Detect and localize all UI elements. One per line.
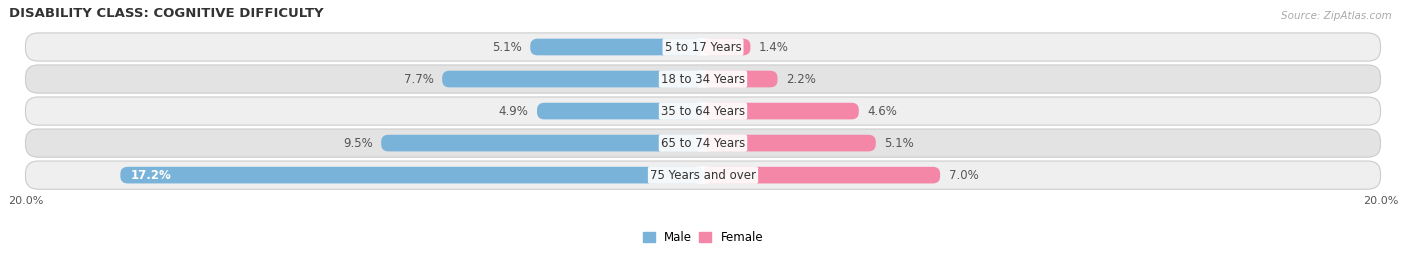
FancyBboxPatch shape <box>25 33 1381 61</box>
Text: 65 to 74 Years: 65 to 74 Years <box>661 137 745 150</box>
FancyBboxPatch shape <box>441 71 703 87</box>
Legend: Male, Female: Male, Female <box>638 227 768 249</box>
FancyBboxPatch shape <box>537 103 703 119</box>
Text: 7.0%: 7.0% <box>949 169 979 182</box>
FancyBboxPatch shape <box>25 97 1381 125</box>
FancyBboxPatch shape <box>25 161 1381 189</box>
FancyBboxPatch shape <box>25 65 1381 93</box>
FancyBboxPatch shape <box>381 135 703 151</box>
Text: 1.4%: 1.4% <box>759 40 789 53</box>
Text: Source: ZipAtlas.com: Source: ZipAtlas.com <box>1281 11 1392 21</box>
FancyBboxPatch shape <box>703 167 941 183</box>
Text: 9.5%: 9.5% <box>343 137 373 150</box>
Text: 18 to 34 Years: 18 to 34 Years <box>661 73 745 86</box>
Text: 4.6%: 4.6% <box>868 104 897 117</box>
FancyBboxPatch shape <box>121 167 703 183</box>
Text: 5.1%: 5.1% <box>884 137 914 150</box>
Text: 17.2%: 17.2% <box>131 169 172 182</box>
Text: 35 to 64 Years: 35 to 64 Years <box>661 104 745 117</box>
FancyBboxPatch shape <box>25 129 1381 157</box>
FancyBboxPatch shape <box>703 39 751 55</box>
Text: DISABILITY CLASS: COGNITIVE DIFFICULTY: DISABILITY CLASS: COGNITIVE DIFFICULTY <box>8 7 323 20</box>
Text: 2.2%: 2.2% <box>786 73 815 86</box>
Text: 5 to 17 Years: 5 to 17 Years <box>665 40 741 53</box>
Text: 4.9%: 4.9% <box>499 104 529 117</box>
Text: 7.7%: 7.7% <box>404 73 433 86</box>
Text: 75 Years and over: 75 Years and over <box>650 169 756 182</box>
Text: 5.1%: 5.1% <box>492 40 522 53</box>
FancyBboxPatch shape <box>703 103 859 119</box>
FancyBboxPatch shape <box>703 71 778 87</box>
FancyBboxPatch shape <box>530 39 703 55</box>
FancyBboxPatch shape <box>703 135 876 151</box>
